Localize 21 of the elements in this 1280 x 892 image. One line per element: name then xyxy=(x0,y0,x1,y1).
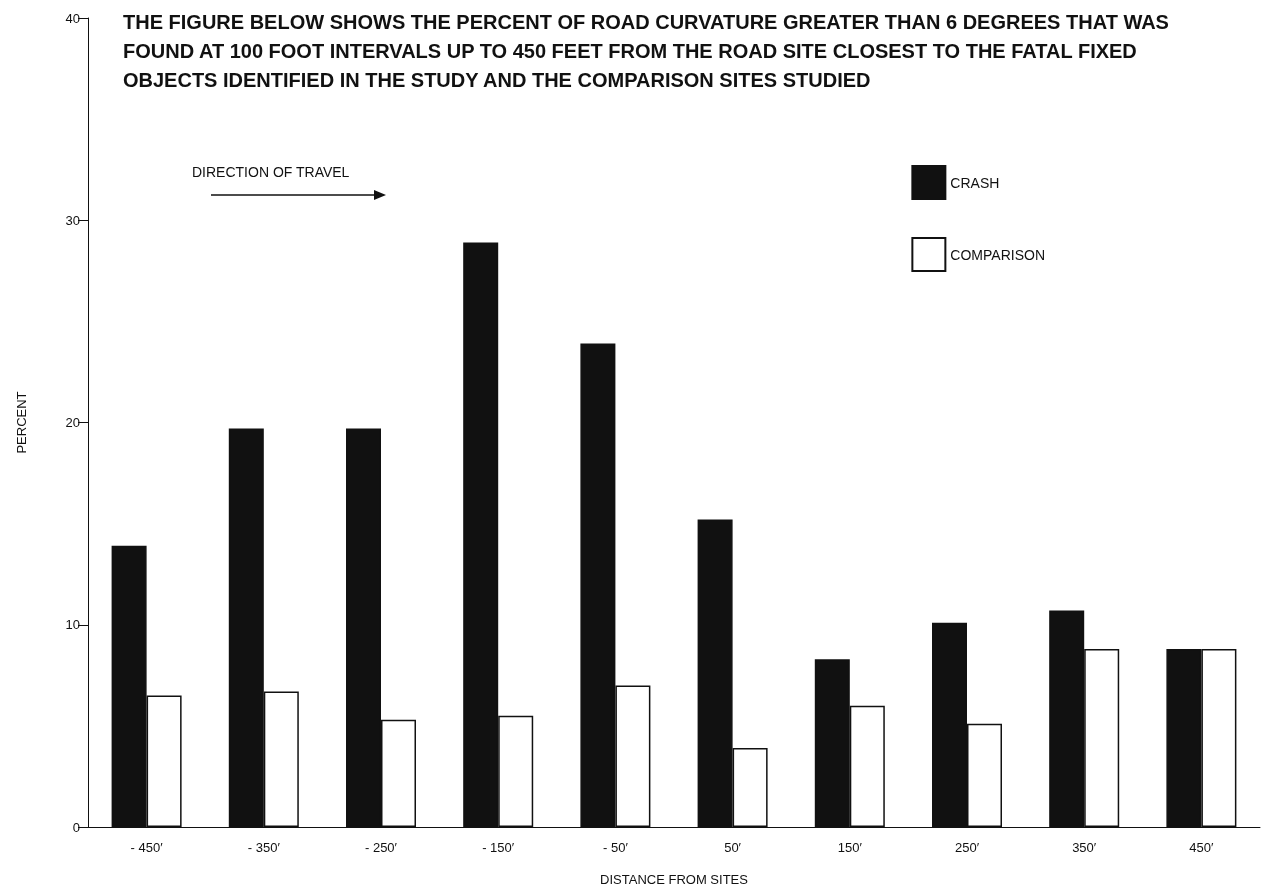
y-tick-label: 40 xyxy=(65,10,80,26)
x-tick-label: - 250′ xyxy=(364,840,398,855)
x-tick-label: - 350′ xyxy=(247,840,281,855)
y-tick-label: 10 xyxy=(65,617,80,633)
x-tick-label: - 50′ xyxy=(602,840,629,855)
x-tick-label: 50′ xyxy=(724,840,742,855)
x-tick-label: - 150′ xyxy=(482,840,515,855)
y-tick-label: 20 xyxy=(65,415,80,430)
x-tick-label: 150′ xyxy=(837,840,863,855)
legend-label: CRASH xyxy=(950,174,1000,191)
y-tick-label: 30 xyxy=(65,212,80,228)
annotation: DIRECTION OF TRAVEL xyxy=(192,164,350,180)
x-axis-title: DISTANCE FROM SITES xyxy=(600,872,749,887)
y-axis-title: PERCENT xyxy=(14,391,29,454)
y-tick-label: 0 xyxy=(72,819,80,835)
x-tick-label: 250′ xyxy=(954,840,980,855)
legend-label: COMPARISON xyxy=(950,246,1045,263)
x-tick-label: 350′ xyxy=(1072,840,1097,855)
x-tick-label: - 450′ xyxy=(130,840,164,855)
text: THE FIGURE BELOW SHOWS THE PERCENT OF ROAD CURVATURE GREATER THAN 6 DEGREES THAT WAS FOUND AT 100 FOOT INTERVALS UP TO 450 FEET FROM THE ROAD SITE CLOSEST TO THE FATAL FIXED OBJECTS IDENTIFIED IN THE STUDY AND THE COMPARISON SITES STUDIED xyxy=(123,10,1175,91)
x-tick-label: 450′ xyxy=(1189,840,1215,855)
